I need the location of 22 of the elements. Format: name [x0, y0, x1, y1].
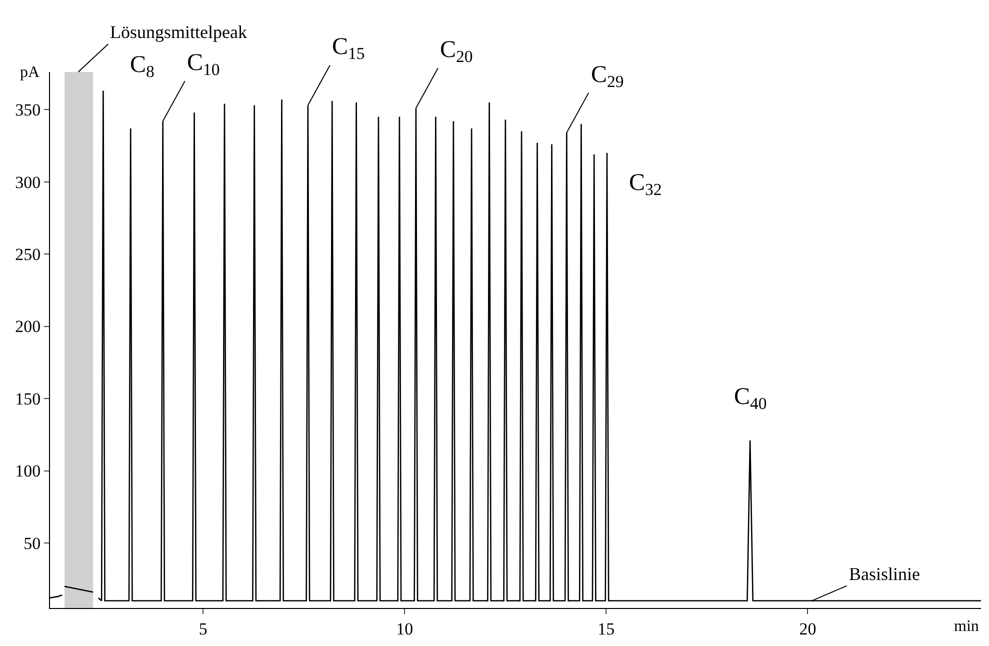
y-tick-label: 300	[15, 172, 41, 192]
y-tick-label: 350	[15, 100, 41, 120]
annotation: C$_{8}$	[130, 52, 154, 82]
annotation: C$_{20}$	[440, 37, 473, 66]
annotation: C$_{40}$	[734, 384, 767, 414]
x-tick-label: 15	[598, 619, 615, 638]
annotation: C$_{32}$	[629, 170, 662, 200]
y-tick-label: 150	[15, 389, 41, 408]
x-tick-label: 5	[198, 619, 208, 638]
y-tick-label: 200	[15, 317, 41, 336]
x-axis-title: min	[954, 618, 979, 635]
y-tick-label: 50	[24, 534, 41, 553]
y-tick-label: 100	[15, 462, 41, 481]
annotation: C$_{10}$	[187, 50, 220, 80]
y-axis-title: pA	[20, 64, 40, 81]
y-tick-label: 250	[15, 244, 41, 264]
x-tick-label: 10	[396, 619, 414, 638]
annotation: C$_{15}$	[332, 34, 365, 64]
annotation: Lösungsmittelpeak	[110, 22, 247, 42]
annotation: Basislinie	[849, 564, 920, 584]
annotation: C$_{29}$	[591, 62, 624, 92]
x-tick-label: 20	[799, 619, 816, 638]
